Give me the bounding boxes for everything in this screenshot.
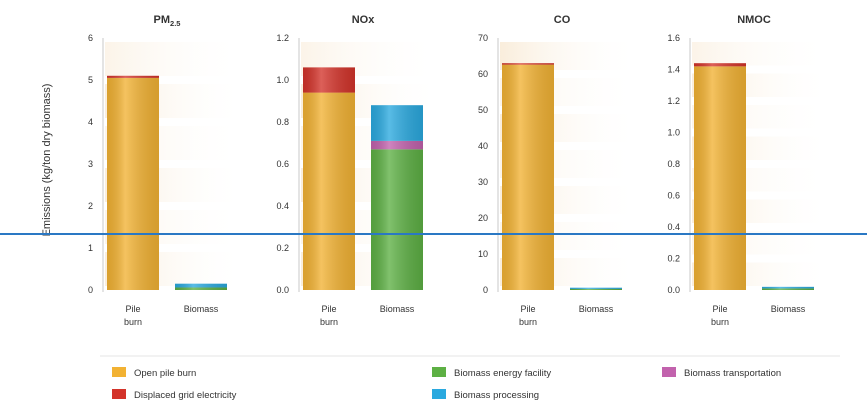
y-tick-label: 1.2 [667,96,680,106]
y-tick-label: 0 [88,285,93,295]
y-tick-label: 4 [88,117,93,127]
panel-band [105,42,245,76]
panel-title: NOx [352,14,376,26]
y-tick-label: 0 [483,285,488,295]
y-tick-label: 0.8 [667,159,680,169]
y-tick-label: 0.2 [276,243,289,253]
y-tick-label: 1.2 [276,33,289,43]
y-tick-label: 0.6 [276,159,289,169]
y-tick-label: 10 [478,249,488,259]
bar-shading [107,77,159,291]
y-axis-label: Emissions (kg/ton dry biomass) [41,84,53,237]
x-category-label: Pile [125,304,140,314]
x-category-label: Pile [520,304,535,314]
x-category-label: Pile [712,304,727,314]
bar-shading [694,66,746,290]
x-category-label: Biomass [771,304,806,314]
bar-shading [762,286,814,289]
x-category-label: burn [320,317,338,327]
y-tick-label: 70 [478,33,488,43]
horizontal-rule [0,233,867,235]
panel-nmoc: 0.0 0.2 0.4 0.6 0.8 1.0 1.2 1.4 1.6 NMOC Pile burn B… [667,14,832,327]
panel-band [692,42,832,66]
y-tick-label: 1.0 [276,75,289,85]
bar-shading [303,67,355,93]
bar-shading [175,283,227,288]
bar-shading [107,75,159,78]
x-category-label: burn [124,317,142,327]
x-category-label: Biomass [380,304,415,314]
bar-shading [570,288,622,290]
bar-shading [303,92,355,290]
panels-layer: 0123456PM2.5PileburnBiomass0.00.20.40.60… [88,14,832,327]
y-tick-label: 5 [88,75,93,85]
bar-shading [502,63,554,65]
legend-swatch-open-pile-burn [112,367,126,377]
y-tick-label: 0.6 [667,191,680,201]
legend-label-biomass-processing: Biomass processing [454,390,539,401]
y-tick-label: 0.2 [667,254,680,264]
legend: Open pile burn Biomass energy facility Bio… [100,355,840,401]
bar-shading [694,63,746,67]
legend-label-open-pile-burn: Open pile burn [134,368,196,379]
y-tick-label: 40 [478,141,488,151]
y-tick-label: 60 [478,69,488,79]
panel-title: CO [554,14,571,26]
y-tick-label: 6 [88,33,93,43]
y-tick-label: 50 [478,105,488,115]
x-category-label: Biomass [184,304,219,314]
legend-swatch-biomass-energy-facility [432,367,446,377]
panel-co: 0 10 20 30 40 50 60 70 CO Pile burn Biomass [478,14,640,327]
y-tick-label: 0.0 [667,285,680,295]
y-tick-label: 20 [478,213,488,223]
bar-shading [502,64,554,290]
x-category-label: burn [519,317,537,327]
x-category-label: Biomass [579,304,614,314]
panel-nox: 0.0 0.2 0.4 0.6 0.8 1.0 1.2 NOx Pile burn Biomass [276,14,441,327]
y-tick-label: 0.4 [276,201,289,211]
bar-shading [762,288,814,290]
y-tick-label: 3 [88,159,93,169]
legend-swatch-displaced-grid-electricity [112,389,126,399]
y-tick-label: 2 [88,201,93,211]
bar-shading [175,287,227,290]
legend-swatch-biomass-processing [432,389,446,399]
y-tick-label: 1.4 [667,65,680,75]
bar-shading [371,149,423,290]
legend-label-displaced-grid-electricity: Displaced grid electricity [134,390,237,401]
y-tick-label: 0.4 [667,222,680,232]
bar-shading [371,105,423,141]
bar-shading [371,140,423,150]
y-tick-label: 1.6 [667,33,680,43]
panel-title: PM2.5 [154,14,181,28]
y-tick-label: 0.0 [276,285,289,295]
y-tick-label: 0.8 [276,117,289,127]
y-tick-label: 1 [88,243,93,253]
legend-label-biomass-energy-facility: Biomass energy facility [454,368,551,379]
legend-swatch-biomass-transportation [662,367,676,377]
x-category-label: Pile [321,304,336,314]
panel-title: NMOC [737,14,771,26]
legend-label-biomass-transportation: Biomass transportation [684,368,781,379]
x-category-label: burn [711,317,729,327]
panel-pm: 0 1 2 3 4 5 6 PM2.5 Pile burn Biomass [88,14,245,327]
y-tick-label: 30 [478,177,488,187]
y-tick-label: 1.0 [667,128,680,138]
bar-shading [570,287,622,289]
